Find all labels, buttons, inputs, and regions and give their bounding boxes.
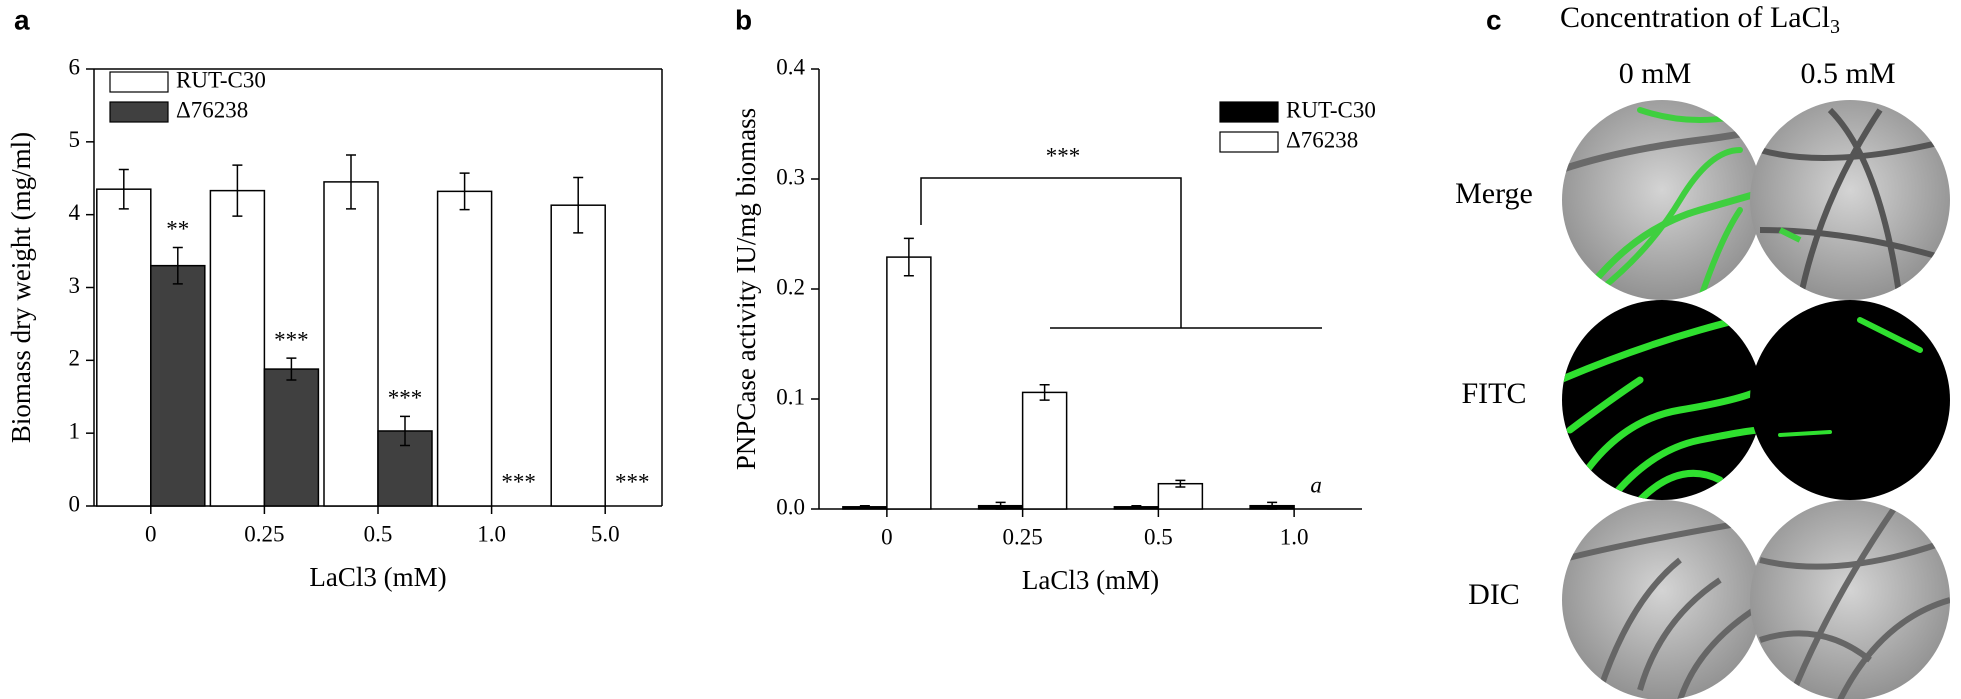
micrograph [1562,100,1762,300]
legend-label: Δ76238 [1286,127,1358,152]
y-tick-label: 5 [69,127,81,152]
error-bar [118,168,129,210]
micrographs [1562,100,1950,699]
x-tick-label: 5.0 [591,521,620,546]
annotation: *** [388,386,423,411]
hyphae [1778,317,1923,437]
legend-label: RUT-C30 [1286,97,1376,122]
bracket-label: *** [1046,143,1081,168]
annotation: *** [501,469,536,494]
y-tick-label: 0.3 [776,164,805,189]
panel-label: a [14,4,30,35]
y-tick-label: 4 [69,200,81,225]
micrograph [1750,300,1950,500]
bar [886,256,932,510]
x-tick-label: 1.0 [1280,524,1309,549]
bar [1021,391,1068,510]
x-tick-label: 0 [881,524,893,549]
error-bar [995,501,1006,510]
y-tick-label: 3 [69,273,81,298]
legend-swatch [109,101,169,123]
row-label: DIC [1468,578,1520,611]
column-label: 0.5 mM [1800,57,1895,90]
row-label: Merge [1455,177,1533,210]
bar [150,264,206,507]
error-bar [903,237,914,277]
hyphae [1759,107,1950,300]
x-tick-label: 0 [145,521,157,546]
panel-title: Concentration of LaCl3 [1560,1,1840,38]
panel-label: b [735,4,752,35]
bar [436,190,493,507]
error-bar [1131,504,1142,509]
error-bar [573,176,584,234]
y-tick-label: 6 [69,54,81,79]
x-axis-label: LaCl3 (mM) [1022,565,1159,595]
x-tick-label: 0.5 [364,521,393,546]
annotation: *** [274,327,309,352]
error-bar [286,357,297,381]
micrograph [1562,500,1762,699]
x-axis-label: LaCl3 (mM) [309,562,446,592]
micrograph [1562,300,1762,500]
panel-label: c [1486,4,1502,35]
annotation: *** [615,469,650,494]
error-bar [1039,383,1050,401]
y-tick-label: 0.0 [776,494,805,519]
legend-label: RUT-C30 [176,67,266,92]
y-axis-label: Biomass dry weight (mg/ml) [6,132,36,443]
legend-swatch [109,71,169,93]
bracket [920,177,1322,329]
legend-swatch [1219,101,1279,123]
annotation: ** [166,217,189,242]
x-tick-label: 0.25 [1003,524,1043,549]
error-bar [400,415,410,447]
bar [550,204,606,507]
annotation: a [1310,472,1322,497]
error-bar [859,504,870,509]
error-bar [172,246,183,285]
y-tick-label: 1 [69,418,81,443]
error-bar [1175,479,1186,488]
error-bar [459,172,470,211]
y-axis-label: PNPCase activity IU/mg biomass [731,108,761,470]
row-label: FITC [1461,377,1526,410]
y-tick-label: 2 [69,346,81,371]
y-tick-label: 0 [69,491,81,516]
legend-label: Δ76238 [176,97,248,122]
bar [1157,482,1204,510]
y-tick-label: 0.4 [776,54,805,79]
y-tick-label: 0.1 [776,384,805,409]
error-bar [1267,501,1278,510]
bar [96,188,152,507]
title-text: Concentration of LaCl [1560,1,1830,34]
y-tick-label: 0.2 [776,274,805,299]
bar [209,189,266,507]
micrograph [1750,500,1950,699]
legend-swatch [1219,131,1279,153]
x-tick-label: 0.25 [244,521,284,546]
error-bar [346,154,356,210]
error-bar [232,164,243,217]
hyphae [1759,500,1950,699]
x-tick-label: 1.0 [477,521,506,546]
column-label: 0 mM [1619,57,1692,90]
title-subscript: 3 [1830,16,1840,38]
bar [263,368,320,507]
x-tick-label: 0.5 [1144,524,1173,549]
bar [323,181,379,507]
